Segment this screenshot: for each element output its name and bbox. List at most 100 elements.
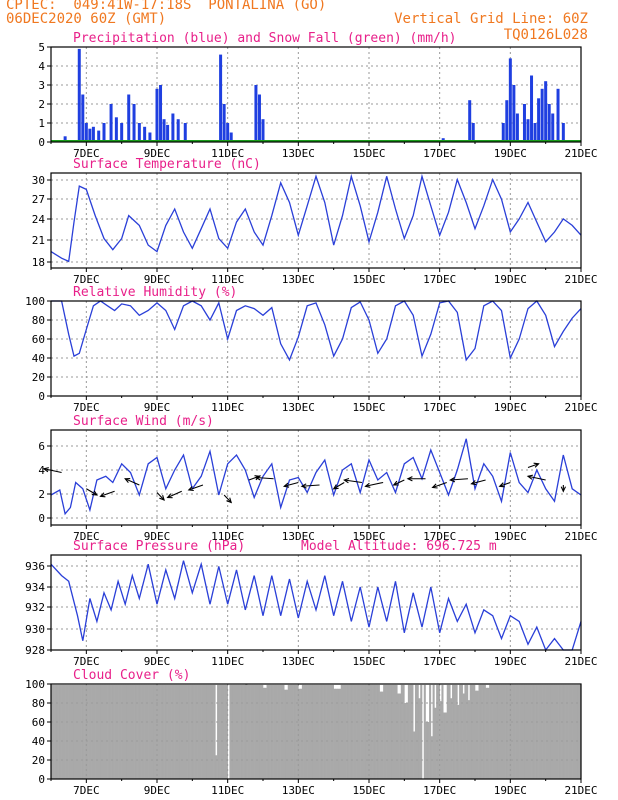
x-tick-label: 13DEC: [282, 401, 315, 414]
y-tick-label: 0: [38, 136, 45, 149]
x-tick-label: 9DEC: [144, 401, 171, 414]
y-tick-label: 0: [38, 773, 45, 786]
cloud-bar: [204, 684, 207, 779]
cloud-bar: [542, 684, 545, 779]
cloud-bar: [66, 684, 69, 779]
precip-bar: [512, 85, 516, 142]
cloud-bar: [459, 684, 462, 779]
cloud-bar: [556, 684, 559, 779]
cloud-bar: [171, 684, 174, 779]
precip-bar: [63, 136, 67, 142]
cloud-bar: [430, 736, 433, 779]
cloud-bar: [354, 684, 357, 779]
cloud-bar: [65, 684, 68, 779]
precip-bar: [81, 94, 85, 142]
precip-bar: [522, 104, 526, 142]
cloud-bar: [254, 684, 257, 779]
precip-bar: [166, 124, 170, 142]
cloud-bar: [160, 684, 163, 779]
x-tick-label: 13DEC: [282, 655, 315, 668]
wind-vector: [188, 484, 204, 491]
cloud-bar: [372, 684, 375, 779]
cloud-bar: [296, 684, 299, 779]
cloud-bar: [411, 684, 414, 779]
cloud-bar: [344, 684, 347, 779]
cloud-bar: [188, 684, 191, 779]
cloud-bar: [535, 684, 538, 779]
cloud-bar: [128, 684, 131, 779]
cloud-bar: [444, 712, 448, 779]
cloud-bar: [501, 684, 504, 779]
cloud-bar: [363, 684, 366, 779]
cloud-bar: [241, 684, 244, 779]
x-tick-label: 15DEC: [352, 784, 385, 797]
cloud-bar: [416, 684, 419, 779]
x-tick-label: 19DEC: [494, 530, 527, 543]
precip-bar: [183, 123, 187, 142]
cloud-bar: [202, 684, 205, 779]
precip-bar: [88, 128, 92, 142]
cloud-bar: [107, 684, 110, 779]
cloud-bar: [51, 684, 54, 779]
cloud-bar: [360, 684, 363, 779]
cloud-bar: [358, 684, 361, 779]
cloud-bar: [326, 684, 329, 779]
cloud-bar: [294, 684, 297, 779]
panel-title-5: Cloud Cover (%): [73, 668, 190, 683]
cloud-bar: [112, 684, 115, 779]
y-tick-label: 6: [38, 440, 45, 453]
cloud-bar: [116, 684, 119, 779]
cloud-bar: [520, 684, 523, 779]
cloud-bar: [335, 688, 338, 779]
cloud-bar: [436, 684, 439, 779]
cloud-bar: [496, 684, 499, 779]
cloud-bar: [487, 687, 490, 779]
cloud-bar: [248, 684, 251, 779]
y-tick-label: 0: [38, 390, 45, 403]
cloud-bar: [259, 684, 262, 779]
x-tick-label: 19DEC: [494, 147, 527, 160]
cloud-bar: [503, 684, 506, 779]
panel-frame-5: [50, 683, 582, 780]
x-tick-label: 11DEC: [211, 530, 244, 543]
cloud-bar: [485, 687, 488, 779]
wind-vector: [255, 476, 274, 480]
cloud-bar: [324, 684, 327, 779]
y-tick-label: 936: [25, 560, 45, 573]
cloud-bar: [105, 684, 108, 779]
x-tick-label: 13DEC: [282, 530, 315, 543]
precip-bar: [533, 123, 537, 142]
precip-bar: [114, 117, 118, 142]
cloud-bar: [545, 684, 548, 779]
cloud-bar: [505, 684, 508, 779]
x-tick-label: 11DEC: [211, 273, 244, 286]
cloud-bar: [148, 684, 151, 779]
cloud-bar: [529, 684, 532, 779]
cloud-bar: [522, 684, 525, 779]
cloud-bar: [400, 684, 403, 779]
cloud-bar: [466, 684, 469, 779]
cloud-bar: [102, 684, 105, 779]
cloud-bar: [381, 691, 384, 779]
precip-bar: [526, 119, 530, 142]
wind-vector: [223, 494, 232, 503]
cloud-bar: [155, 684, 158, 779]
y-tick-label: 4: [38, 464, 45, 477]
cloud-bar: [236, 684, 239, 779]
wind-vector-head: [449, 477, 456, 483]
cloud-bar: [457, 704, 460, 779]
cloud-bar: [349, 684, 352, 779]
cloud-bar: [206, 684, 209, 779]
wind-vector: [499, 481, 511, 487]
cloud-bar: [407, 684, 410, 779]
cloud-bar: [213, 684, 216, 779]
cloud-bar: [376, 684, 379, 779]
precip-bar: [143, 126, 147, 142]
cloud-bar: [282, 684, 285, 779]
cloud-bar: [114, 684, 117, 779]
wind-vector: [450, 478, 468, 481]
cloud-bar: [165, 684, 168, 779]
cloud-bar: [151, 684, 154, 779]
cloud-bar: [475, 690, 478, 779]
x-tick-label: 11DEC: [211, 784, 244, 797]
